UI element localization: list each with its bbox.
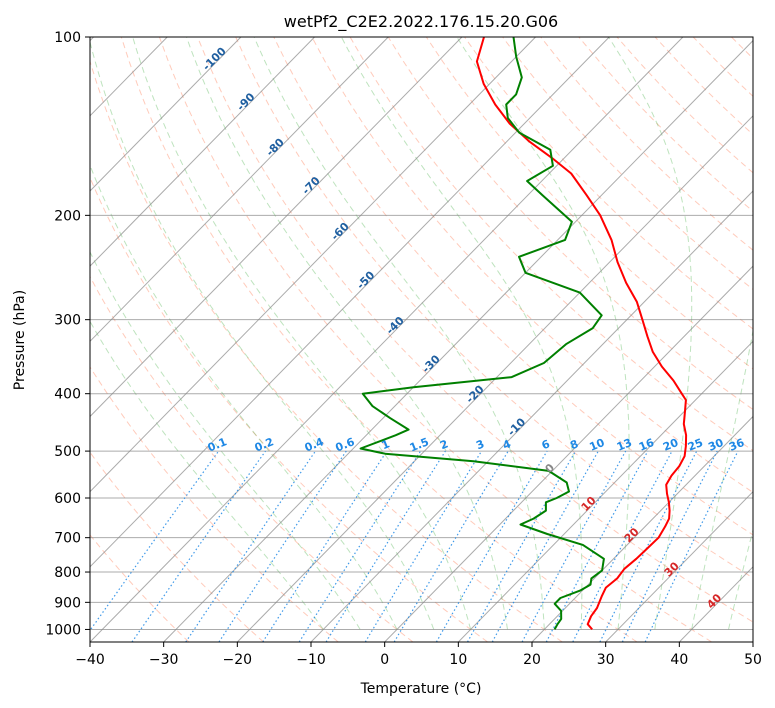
dry-adiabat — [90, 451, 264, 642]
dry-adiabat — [90, 59, 563, 642]
moist-adiabat — [186, 37, 508, 630]
mixing-ratio-label: 2 — [438, 437, 450, 452]
dewpoint-profile-line — [359, 37, 605, 630]
moist-adiabat — [90, 320, 324, 630]
y-tick-label: 400 — [54, 387, 81, 403]
isotherm — [90, 37, 389, 343]
dry-adiabat — [235, 37, 753, 579]
chart-title: wetPf2_C2E2.2022.176.15.20.G06 — [284, 12, 558, 32]
temperature-profile-line — [475, 37, 688, 631]
mixing-ratio-line — [599, 450, 698, 642]
moist-adiabat — [456, 37, 630, 630]
isotherm — [457, 340, 753, 642]
mixing-ratio-line — [298, 450, 422, 642]
y-tick-label: 700 — [54, 531, 81, 547]
y-tick-label: 100 — [54, 30, 81, 46]
moist-adiabat — [340, 37, 583, 630]
mixing-ratio-line — [131, 450, 266, 642]
y-tick-label: 600 — [54, 491, 81, 507]
mixing-ratio-line — [218, 450, 347, 642]
mixing-ratio-label: 16 — [637, 436, 656, 454]
x-tick-label: −40 — [75, 652, 105, 668]
moist-adiabat — [728, 528, 753, 630]
isotherm — [90, 37, 315, 267]
isotherm — [384, 265, 753, 642]
isotherm — [310, 190, 753, 642]
isotherm — [90, 37, 536, 493]
dry-adiabat — [90, 176, 488, 642]
mixing-ratio-line — [90, 450, 220, 632]
mixing-ratio-label: 8 — [568, 437, 580, 452]
mixing-ratio-line — [545, 450, 649, 642]
x-tick-label: 30 — [597, 652, 615, 668]
y-tick-label: 200 — [54, 208, 81, 224]
dry-adiabat — [387, 37, 753, 411]
y-tick-label: 500 — [54, 444, 81, 460]
isotherm — [531, 415, 753, 642]
mixing-ratio-label: 10 — [587, 436, 606, 454]
isotherm — [90, 37, 242, 192]
x-tick-label: 50 — [744, 652, 762, 668]
mixing-ratio-line — [364, 450, 483, 642]
mixing-ratio-label: 30 — [706, 436, 725, 454]
mixing-ratio-line — [466, 450, 577, 642]
mixing-ratio-label: 1 — [380, 437, 392, 452]
isotherm — [163, 39, 753, 642]
x-tick-label: −10 — [296, 652, 326, 668]
isotherm — [90, 37, 463, 418]
dry-adiabat — [120, 37, 638, 642]
mixing-ratio-line — [621, 450, 718, 642]
y-tick-label: 900 — [54, 595, 81, 611]
isotherm — [90, 37, 610, 568]
mixing-ratio-label: 13 — [615, 436, 634, 454]
y-tick-label: 1000 — [45, 622, 81, 638]
axes: −40 −30 −20 −10 0 10 20 30 40 50 100 200 300 400 500 60… — [45, 30, 762, 668]
plot-frame — [89, 36, 754, 643]
y-axis-label: Pressure (hPa) — [12, 290, 28, 390]
dry-adiabat — [90, 366, 339, 642]
plot-series — [359, 37, 688, 631]
mixing-ratio-label: 20 — [661, 436, 680, 454]
dry-adiabat — [349, 37, 753, 452]
isotherm — [605, 490, 753, 642]
moist-adiabat — [253, 37, 545, 630]
mixing-ratio-line — [521, 450, 627, 642]
x-axis-label: Temperature (°C) — [360, 681, 482, 697]
isotherm — [90, 37, 684, 642]
moist-adiabat — [608, 37, 693, 630]
mixing-ratio-label: 36 — [727, 436, 746, 454]
dry-adiabat — [197, 37, 753, 623]
mixing-ratio-label: 3 — [474, 437, 486, 452]
isotherm — [236, 115, 753, 642]
mixing-ratio-label: 25 — [686, 436, 705, 454]
x-tick-label: 10 — [449, 652, 467, 668]
y-tick-label: 800 — [54, 565, 81, 581]
mixing-ratio-line — [491, 450, 599, 642]
moist-adiabat — [691, 328, 753, 630]
y-tick-label: 300 — [54, 313, 81, 329]
mixing-ratio-line — [262, 450, 388, 642]
x-tick-label: 20 — [523, 652, 541, 668]
moist-adiabat — [90, 250, 361, 630]
moist-adiabat — [90, 40, 435, 630]
x-tick-label: −30 — [149, 652, 179, 668]
x-tick-label: −20 — [223, 652, 253, 668]
dry-adiabat — [425, 37, 753, 370]
mixing-ratio-line — [185, 450, 316, 642]
x-tick-label: 40 — [670, 652, 688, 668]
dry-adiabat — [273, 37, 753, 536]
dry-adiabat — [311, 37, 753, 493]
x-tick-label: 0 — [380, 652, 389, 668]
